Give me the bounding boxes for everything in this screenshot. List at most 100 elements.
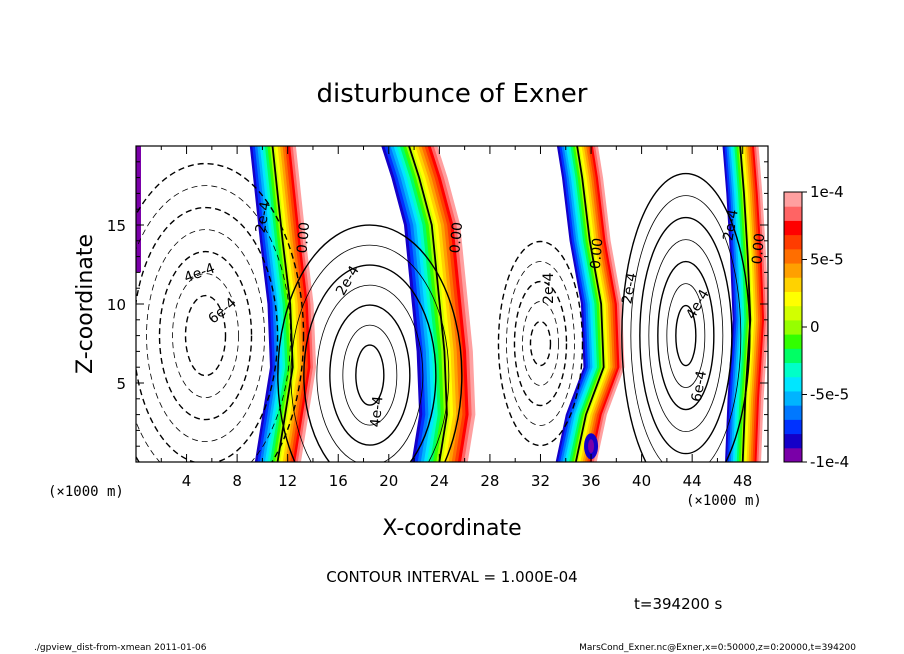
negative-contour-ring <box>172 273 239 399</box>
chart-title: disturbunce of Exner <box>317 79 588 109</box>
x-tick-label-32: 32 <box>531 472 550 490</box>
positive-contour-ring <box>303 264 437 462</box>
footer-right: MarsCond_Exner.nc@Exner,x=0:50000,z=0:20… <box>579 643 856 653</box>
front-2-color-band <box>409 146 451 462</box>
x-tick-label-12: 12 <box>278 472 297 490</box>
colorbar-swatch <box>784 263 802 278</box>
contour-layer <box>136 146 752 462</box>
front-1-color-band <box>259 146 284 462</box>
front-3-color-band <box>555 146 587 462</box>
front-3-color-band <box>566 146 598 462</box>
footer-left: ./gpview_dist-from-xmean 2011-01-06 <box>34 643 207 653</box>
negative-contour-ring <box>497 240 584 447</box>
x-tick-label-48: 48 <box>733 472 752 490</box>
front-3-color-band <box>575 146 607 462</box>
x-axis-label: X-coordinate <box>382 516 521 541</box>
negative-contour-ring <box>136 185 291 462</box>
front-3-color-band <box>562 146 594 462</box>
front-1-color-band <box>257 146 281 462</box>
positive-contour-ring <box>329 304 411 446</box>
contour-label: 2e-4 <box>720 208 741 242</box>
colorbar-swatch <box>784 405 802 420</box>
y-tick-label-10: 10 <box>107 296 126 314</box>
contour-label: 2e-4 <box>253 200 274 234</box>
front-1-color-band <box>262 146 286 462</box>
colorbar-swatch <box>784 433 802 449</box>
contour-label: 0.00 <box>588 237 607 269</box>
colorbar-swatch <box>784 305 802 321</box>
front-3-color-band <box>560 146 591 462</box>
colorbar-swatch <box>784 277 802 292</box>
front-3-color-band <box>564 146 596 462</box>
front-4-color-band <box>736 146 749 462</box>
zero-contour-line <box>739 146 752 462</box>
front-2-color-band <box>384 146 426 462</box>
front-3-color-band <box>587 146 618 462</box>
contour-label: 0.00 <box>295 222 314 254</box>
minimum-blob-core <box>588 439 595 454</box>
negative-contour-ring <box>136 162 305 462</box>
contour-label: 2e-4 <box>619 271 640 305</box>
negative-contour-ring <box>136 206 279 462</box>
y-tick-label-15: 15 <box>107 217 126 235</box>
front-1-color-band <box>275 146 299 462</box>
contour-label: 0.00 <box>447 222 466 254</box>
colorbar-swatch <box>784 234 802 250</box>
x-tick-label-44: 44 <box>683 472 702 490</box>
front-4-color-band <box>746 146 759 462</box>
zero-contour-line <box>408 146 448 462</box>
positive-contour-ring <box>316 284 424 462</box>
front-1-color-band <box>264 146 289 462</box>
x-tick-label-16: 16 <box>329 472 348 490</box>
contour-label: 6e-4 <box>689 369 710 403</box>
negative-contour-ring <box>529 320 552 367</box>
x-tick-label-8: 8 <box>232 472 242 490</box>
colorbar-tick-label: -5e-5 <box>810 386 849 404</box>
front-2-color-band <box>427 146 470 462</box>
front-2-color-band <box>421 146 464 462</box>
front-1-color-band <box>290 146 314 462</box>
front-3-color-band <box>584 146 616 462</box>
colorbar-swatch <box>784 334 802 349</box>
time-text: t=394200 s <box>634 595 722 613</box>
contour-label-layer: 2e-44e-46e-40.002e-44e-40.002e-40.002e-4… <box>182 200 769 428</box>
front-2-color-band <box>433 146 476 462</box>
x-tick-label-40: 40 <box>632 472 651 490</box>
zero-contour-line <box>271 146 294 462</box>
colorbar: 1e-4 5e-5 0 -5e-5 -1e-4 <box>783 183 849 471</box>
positive-contour-ring <box>342 324 398 426</box>
front-1-color-band <box>277 146 301 462</box>
negative-contour-ring <box>158 250 253 421</box>
colorbar-swatch <box>784 390 802 406</box>
front-3-color-band <box>589 146 621 462</box>
contour-label: 0.00 <box>750 233 769 265</box>
positive-contour-ring <box>648 239 724 433</box>
front-2-color-band <box>390 146 433 462</box>
colorbar-swatch <box>784 376 802 392</box>
front-4-color-band <box>726 146 740 462</box>
x-tick-label-24: 24 <box>430 472 449 490</box>
negative-contour-ring <box>522 301 559 386</box>
colorbar-swatch <box>784 291 802 307</box>
front-1-color-band <box>252 146 276 462</box>
contour-label: 2e-4 <box>541 272 557 304</box>
contour-label: 4e-4 <box>368 395 387 428</box>
front-3-color-band <box>578 146 609 462</box>
front-2-color-band <box>396 146 439 462</box>
front-3-color-band <box>591 146 623 462</box>
front-1-color-band <box>272 146 296 462</box>
front-2-color-band <box>399 146 442 462</box>
front-1-color-band <box>249 146 274 462</box>
front-2-color-band <box>430 146 473 462</box>
zero-contour-line <box>574 146 605 462</box>
colorbar-tick-label: 5e-5 <box>810 251 844 269</box>
colorbar-tick-label: -1e-4 <box>810 453 849 471</box>
x-unit-label-right: (×1000 m) <box>686 493 762 509</box>
front-3-color-band <box>593 146 625 462</box>
front-1-color-band <box>267 146 291 462</box>
colorbar-swatch <box>784 362 802 378</box>
colorbar-swatch <box>784 348 802 364</box>
colorbar-swatch <box>784 319 802 335</box>
colorbar-swatch <box>784 248 802 264</box>
